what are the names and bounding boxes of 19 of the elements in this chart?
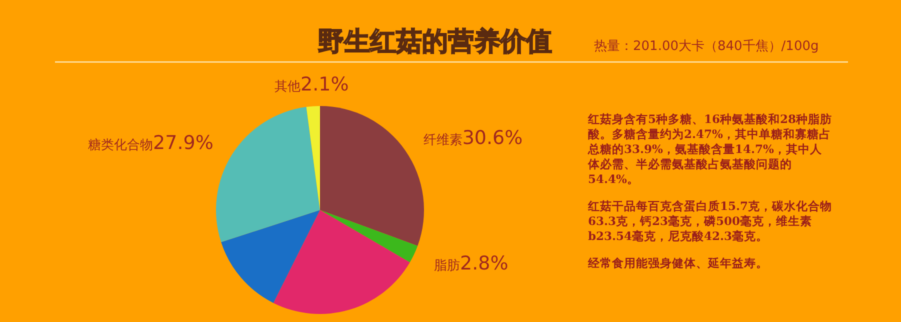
slice-label: 纤维素 bbox=[423, 132, 462, 148]
slice-label: 其他 bbox=[274, 79, 301, 94]
data-label: 27.9% bbox=[153, 132, 214, 154]
pie-slice bbox=[221, 210, 320, 303]
data-label: 30.6% bbox=[462, 126, 523, 149]
chart-title: 野生红菇的营养价值 bbox=[318, 27, 552, 57]
pie-slice bbox=[320, 106, 424, 246]
slice-label: 脂肪 bbox=[434, 258, 460, 274]
slice-label: 糖类化合物 bbox=[88, 138, 154, 153]
data-label: 2.1% bbox=[300, 73, 349, 96]
pie-slice bbox=[216, 106, 320, 242]
pie-slice bbox=[320, 210, 418, 262]
pie-slice bbox=[306, 106, 320, 210]
text: 热量：201.00大卡（840千焦）/100g bbox=[594, 39, 819, 54]
pie-slice bbox=[273, 210, 410, 314]
text: 红菇干品每百克含蛋白质15.7克，碳水化合物63.3克，钙23毫克，磷500毫克，维生素b23.54毫克，尼克酸42.3毫克。 bbox=[588, 199, 833, 244]
text: 红菇身含有5种多糖、16种氨基酸和28种脂肪酸。多糖含量约为2.47%，其中单糖和寡糖占总糖的33.9%，氨基酸含量14.7%，其中人体必需、半必需氨基酸占氨基酸问题的54.4%。 bbox=[588, 112, 833, 187]
data-label: 2.8% bbox=[460, 252, 508, 275]
text: 经常食用能强身健体、延年益寿。 bbox=[588, 256, 769, 271]
